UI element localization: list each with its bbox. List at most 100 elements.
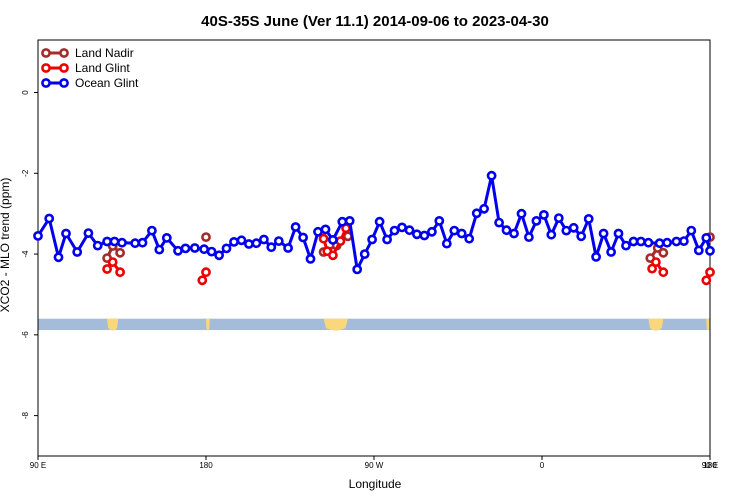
data-point (115, 247, 125, 258)
data-point (189, 243, 200, 253)
legend-swatch-marker (59, 63, 69, 73)
x-tick-label: 90 W (365, 461, 384, 470)
data-point (553, 213, 564, 223)
data-point (33, 230, 43, 241)
data-point (313, 226, 323, 237)
data-point (201, 267, 211, 278)
data-point (53, 252, 64, 263)
data-point (662, 237, 672, 248)
data-point (568, 222, 579, 233)
data-point (411, 229, 422, 240)
x-tick-label: 90 E (30, 461, 46, 470)
data-point (686, 225, 697, 236)
legend-item: Land Glint (41, 61, 130, 75)
data-point (320, 224, 331, 235)
data-point (318, 233, 329, 244)
data-point (359, 249, 370, 259)
land-segment (648, 318, 664, 331)
data-point (92, 240, 103, 251)
data-point (613, 228, 624, 239)
ocean-band (38, 318, 710, 330)
data-point (199, 244, 209, 255)
data-point (146, 225, 157, 236)
data-point (701, 275, 712, 286)
data-point (693, 245, 704, 256)
data-point (83, 228, 94, 238)
data-point (258, 234, 269, 245)
data-point (426, 226, 437, 237)
legend-label: Land Nadir (75, 46, 134, 60)
data-point (107, 257, 118, 267)
data-point (531, 215, 542, 226)
data-point (327, 250, 338, 261)
data-point (337, 216, 348, 227)
data-point (671, 236, 682, 247)
series-land-glint (102, 223, 715, 286)
y-tick-label: -8 (21, 412, 30, 420)
land-segment (706, 318, 710, 331)
data-point (243, 239, 254, 249)
legend-label: Land Glint (75, 61, 130, 75)
data-point (221, 243, 232, 254)
data-point (539, 209, 549, 220)
legend-swatch-marker (41, 48, 51, 58)
x-tick-label: 90 E (702, 461, 718, 470)
data-point (705, 245, 715, 256)
data-point (382, 234, 392, 245)
data-point (441, 238, 452, 249)
data-point (501, 225, 512, 236)
x-tick-label: 180 (703, 461, 717, 470)
legend-item: Land Nadir (41, 46, 134, 60)
data-point (643, 237, 654, 248)
y-tick-label: -6 (21, 331, 30, 339)
data-point (137, 237, 148, 248)
data-point (658, 247, 669, 258)
land-segment (323, 318, 348, 331)
data-point (516, 208, 527, 219)
data-point (397, 222, 407, 233)
data-point (374, 216, 385, 227)
x-tick-label: 0 (540, 461, 545, 470)
data-point (471, 208, 482, 219)
x-tick-label: 180 (199, 461, 213, 470)
data-point (251, 238, 262, 249)
legend-swatch-marker (59, 78, 69, 88)
data-point (115, 267, 125, 278)
series-ocean-glint (33, 170, 715, 275)
chart-title: 40S-35S June (Ver 11.1) 2014-09-06 to 20… (201, 13, 549, 30)
legend-label: Ocean Glint (75, 76, 139, 90)
data-point (419, 230, 430, 241)
data-point (524, 232, 534, 242)
data-point (266, 242, 277, 253)
data-point (197, 275, 208, 286)
data-point (658, 267, 669, 278)
data-point (298, 232, 308, 243)
data-point (109, 236, 120, 247)
land-segment (206, 318, 210, 331)
data-point (290, 222, 301, 232)
data-point (154, 244, 165, 255)
y-tick-label: -2 (21, 169, 30, 177)
data-point (335, 236, 346, 246)
data-point (464, 233, 475, 244)
data-point (434, 215, 445, 226)
data-point (44, 213, 55, 224)
data-point (456, 228, 467, 239)
data-point (705, 267, 715, 278)
data-point (389, 225, 400, 236)
legend-swatch-marker (41, 63, 51, 73)
data-point (651, 257, 661, 267)
data-point (598, 228, 609, 239)
data-point (367, 234, 377, 245)
data-point (102, 264, 112, 274)
y-axis-label: XCO2 - MLO trend (ppm) (0, 178, 12, 313)
data-point (583, 213, 594, 224)
data-point (229, 236, 239, 247)
data-point (352, 264, 363, 275)
data-point (621, 240, 631, 251)
data-point (486, 170, 497, 181)
legend-item: Ocean Glint (41, 76, 139, 90)
data-point (180, 243, 191, 254)
